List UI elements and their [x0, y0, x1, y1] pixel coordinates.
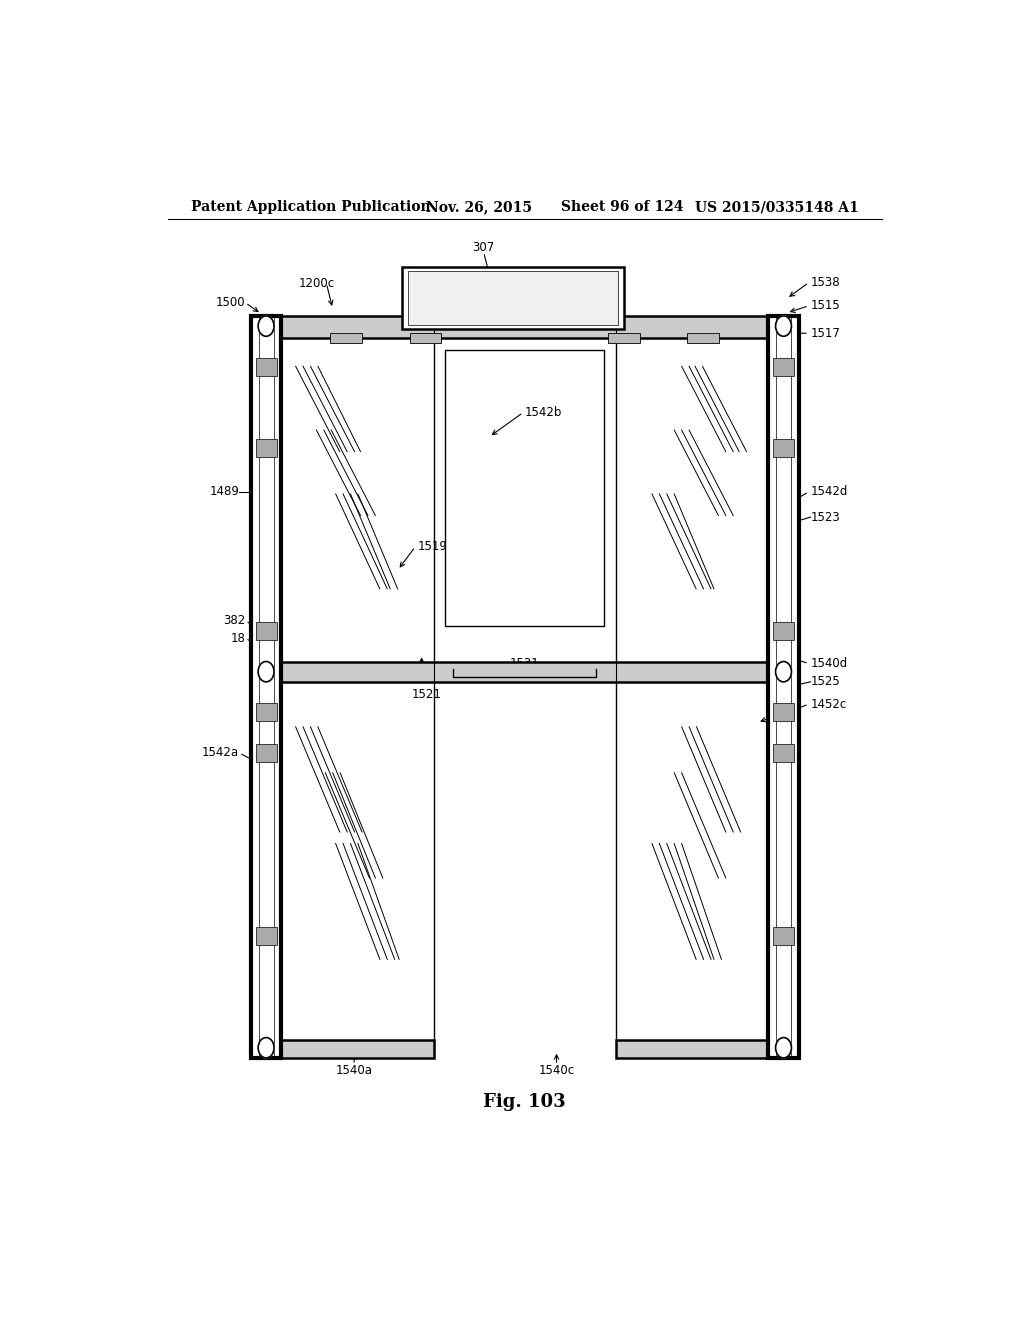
Text: Patent Application Publication: Patent Application Publication	[191, 201, 431, 214]
Bar	[445, 351, 604, 626]
Bar	[256, 704, 276, 722]
Bar	[251, 315, 799, 338]
Text: 1515: 1515	[811, 300, 841, 313]
Bar	[256, 440, 276, 457]
Text: 1523: 1523	[811, 511, 841, 524]
Text: 1542b: 1542b	[524, 407, 562, 418]
Text: Sheet 96 of 124: Sheet 96 of 124	[560, 201, 683, 214]
Bar	[616, 1040, 768, 1057]
Bar	[773, 927, 794, 945]
Text: Fig. 103: Fig. 103	[483, 1093, 566, 1110]
Text: Nov. 26, 2015: Nov. 26, 2015	[426, 201, 531, 214]
Bar	[773, 358, 794, 376]
Circle shape	[258, 661, 274, 682]
Text: US 2015/0335148 A1: US 2015/0335148 A1	[695, 201, 859, 214]
Bar	[773, 622, 794, 640]
Text: 382: 382	[223, 614, 246, 627]
Text: 1540c: 1540c	[539, 1064, 574, 1077]
Circle shape	[775, 1038, 792, 1057]
Text: 1525: 1525	[811, 676, 841, 688]
Text: 1200b: 1200b	[426, 277, 463, 290]
Circle shape	[258, 1038, 274, 1057]
Text: 1519: 1519	[418, 540, 447, 553]
Text: 1500: 1500	[216, 296, 246, 309]
Bar	[773, 440, 794, 457]
Text: 1489: 1489	[209, 486, 240, 498]
Bar	[331, 333, 362, 343]
Text: 1540d: 1540d	[811, 657, 848, 671]
Bar	[256, 622, 276, 640]
Bar	[282, 1040, 433, 1057]
Bar	[773, 704, 794, 722]
Bar	[608, 333, 640, 343]
Text: 1542d: 1542d	[811, 486, 848, 498]
Text: 1200c: 1200c	[299, 277, 335, 290]
Text: 1517: 1517	[811, 327, 841, 339]
Bar	[768, 315, 799, 1057]
Bar	[256, 744, 276, 762]
Bar	[251, 661, 799, 682]
Text: 307: 307	[472, 242, 495, 255]
Circle shape	[258, 315, 274, 337]
Text: 1531: 1531	[510, 657, 540, 671]
Circle shape	[775, 315, 792, 337]
Bar	[409, 271, 617, 325]
Text: 18: 18	[230, 632, 246, 644]
Bar	[687, 333, 719, 343]
Circle shape	[775, 661, 792, 682]
Text: 1452c: 1452c	[811, 698, 847, 710]
Bar	[251, 315, 282, 1057]
Text: 1521: 1521	[412, 688, 442, 701]
Bar	[256, 358, 276, 376]
Bar	[773, 744, 794, 762]
Text: 1200a: 1200a	[539, 277, 577, 290]
Bar	[256, 927, 276, 945]
Text: 1540b: 1540b	[412, 671, 450, 684]
Text: 1538: 1538	[811, 276, 840, 289]
Text: 1540a: 1540a	[336, 1064, 373, 1077]
Bar	[401, 267, 624, 329]
Text: 1542a: 1542a	[202, 747, 240, 759]
Bar	[410, 333, 441, 343]
